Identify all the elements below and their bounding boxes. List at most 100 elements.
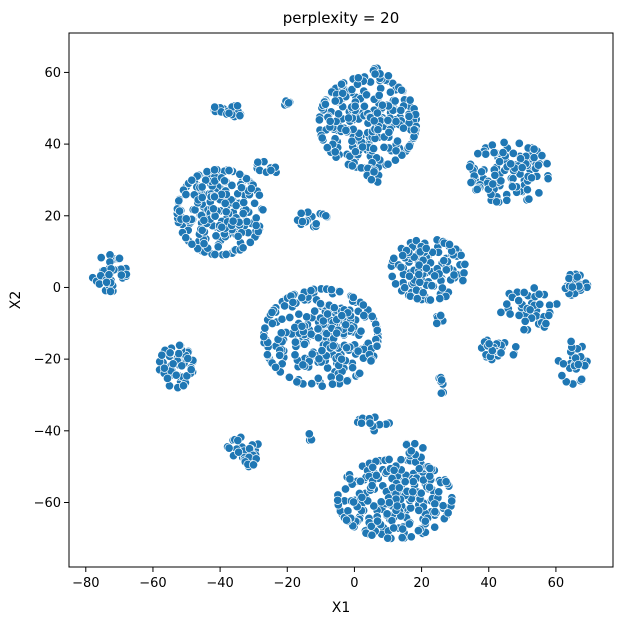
data-point: [296, 208, 306, 218]
data-point: [197, 192, 207, 203]
data-point: [427, 281, 437, 291]
data-point: [323, 309, 333, 319]
data-point: [290, 337, 300, 347]
data-point: [182, 371, 192, 381]
data-point: [238, 243, 248, 253]
data-point: [369, 501, 379, 511]
data-point: [492, 197, 502, 207]
data-point: [181, 214, 191, 224]
data-point: [102, 277, 112, 287]
data-point: [425, 482, 435, 492]
data-point: [524, 194, 534, 204]
data-point: [311, 219, 321, 229]
data-point: [410, 439, 420, 449]
data-point: [335, 287, 345, 297]
data-point: [390, 155, 400, 165]
data-point: [420, 516, 430, 526]
data-point: [437, 375, 447, 385]
data-point: [338, 88, 348, 98]
data-point: [396, 262, 406, 272]
data-point: [444, 239, 455, 250]
x-tick-label: −80: [72, 576, 99, 591]
data-point: [408, 477, 418, 487]
data-point: [235, 111, 245, 121]
data-point: [239, 197, 249, 208]
data-point: [367, 311, 377, 321]
data-point: [353, 73, 363, 83]
data-point: [430, 499, 440, 509]
data-point: [234, 447, 244, 457]
data-point: [284, 372, 294, 382]
data-point: [508, 350, 518, 360]
data-point: [187, 239, 197, 249]
data-point: [349, 497, 359, 507]
data-point: [441, 477, 451, 487]
data-point: [271, 362, 281, 372]
data-point: [254, 190, 264, 200]
data-point: [573, 359, 583, 370]
data-point: [341, 125, 351, 135]
data-point: [246, 183, 256, 194]
data-point: [236, 183, 247, 193]
data-point: [425, 471, 435, 481]
data-point: [175, 206, 185, 216]
data-point: [514, 296, 524, 306]
data-point: [488, 179, 498, 189]
x-axis-ticks: −80 −60 −40 −20 0 20 40 60: [72, 567, 564, 591]
data-point: [267, 307, 277, 317]
data-point: [508, 148, 518, 158]
data-point: [356, 418, 367, 428]
data-point: [396, 455, 406, 465]
data-point: [438, 501, 448, 511]
data-point: [496, 176, 506, 186]
data-point: [162, 373, 173, 383]
data-point: [317, 346, 327, 356]
data-point: [306, 286, 316, 296]
data-point: [330, 147, 340, 157]
data-point: [394, 483, 404, 493]
x-tick-label: 60: [548, 576, 565, 591]
data-point: [496, 348, 506, 358]
data-point: [333, 109, 344, 119]
data-point: [341, 515, 352, 525]
data-point: [409, 125, 419, 135]
data-point: [372, 108, 382, 118]
data-point: [285, 312, 295, 323]
data-point: [372, 341, 382, 351]
data-point: [435, 293, 445, 304]
data-point: [174, 349, 184, 359]
data-point: [357, 492, 367, 502]
data-point: [413, 526, 423, 536]
data-point: [221, 207, 231, 217]
data-point: [327, 379, 338, 389]
data-point: [458, 275, 468, 286]
data-point: [414, 464, 424, 474]
data-point: [558, 359, 568, 369]
data-point: [425, 295, 435, 305]
data-point: [406, 532, 416, 542]
data-point: [392, 136, 403, 146]
x-tick-label: −60: [139, 576, 166, 591]
data-point: [383, 533, 393, 543]
data-point: [544, 310, 554, 320]
data-point: [577, 374, 587, 384]
data-point: [365, 418, 375, 428]
data-point: [310, 306, 320, 316]
data-point: [398, 524, 408, 534]
data-point: [557, 371, 567, 381]
data-point: [227, 180, 237, 190]
data-point: [322, 143, 332, 153]
data-point: [157, 350, 167, 360]
data-point: [266, 165, 276, 175]
data-point: [181, 233, 191, 243]
data-point: [425, 463, 435, 473]
data-point: [379, 142, 389, 152]
data-point: [398, 123, 409, 133]
data-point: [209, 165, 220, 175]
data-point: [342, 376, 352, 386]
data-point: [387, 271, 397, 282]
data-point: [511, 342, 521, 352]
data-point: [384, 498, 394, 508]
data-point: [396, 105, 406, 115]
data-point: [318, 316, 328, 326]
